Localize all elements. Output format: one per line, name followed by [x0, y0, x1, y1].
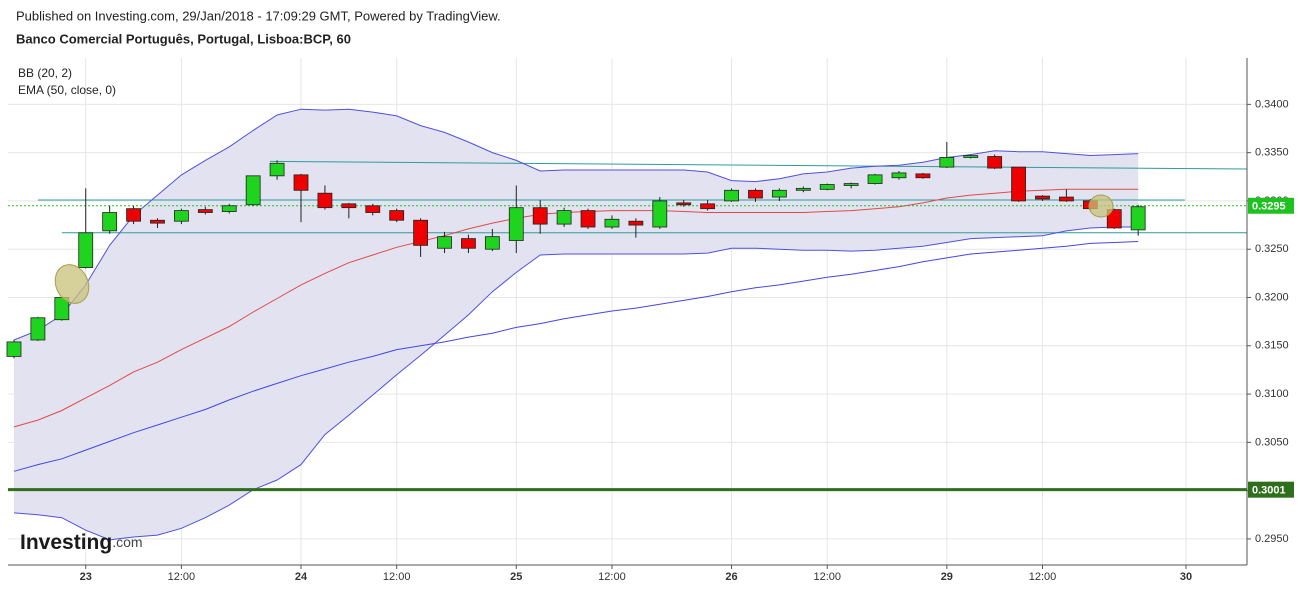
y-tick-label: 0.3100: [1255, 388, 1289, 400]
candle-body: [748, 189, 763, 199]
legend-entry: BB (20, 2): [18, 66, 72, 80]
candle-body: [30, 317, 46, 341]
y-tick-label: 0.3350: [1255, 147, 1289, 159]
candle-body: [293, 174, 309, 191]
candle-body: [484, 236, 500, 250]
y-tick-label: 0.3050: [1255, 436, 1289, 448]
bb-upper: [13, 108, 1139, 341]
watermark-name: Investing: [20, 531, 112, 554]
candle-body: [1106, 209, 1122, 229]
candle-body: [102, 212, 118, 232]
chart-title: Published on Investing.com, 29/Jan/2018 …: [16, 8, 501, 23]
annotations: [54, 194, 1114, 304]
indicators: [8, 108, 1247, 541]
axes: 0.29500.30000.30500.31000.31500.32000.32…: [8, 58, 1294, 583]
candle-body: [724, 189, 739, 202]
candle-body: [556, 210, 572, 225]
chart-subtitle: Banco Comercial Português, Portugal, Lis…: [16, 31, 351, 46]
x-tick-label: 12:00: [598, 571, 626, 583]
trend-line: [269, 160, 1247, 170]
watermark: Investing.com: [20, 531, 143, 554]
candle-body: [365, 205, 381, 213]
watermark-suffix: .com: [112, 534, 142, 550]
candle-body: [987, 156, 1003, 169]
candle-body: [891, 172, 907, 179]
x-tick-label: 24: [295, 571, 308, 583]
price-label-box: [1248, 481, 1294, 498]
candle-body: [1130, 206, 1146, 231]
candle-body: [413, 219, 429, 246]
y-tick-label: 0.2950: [1255, 533, 1289, 545]
bb-lower: [13, 226, 1139, 541]
bb-basis: [13, 188, 1139, 428]
candle-body: [676, 202, 692, 206]
candle-body: [269, 162, 285, 177]
candle-body: [461, 238, 476, 249]
candle-body: [221, 205, 237, 212]
candle-body: [389, 210, 405, 221]
bb-band-fill: [14, 109, 1139, 540]
candle-body: [245, 175, 261, 206]
x-tick-label: 12:00: [383, 571, 411, 583]
y-tick-label: 0.3150: [1255, 340, 1289, 352]
legend-entry: EMA (50, close, 0): [18, 83, 116, 97]
y-tick-label: 0.3250: [1255, 243, 1289, 255]
candle-body: [6, 341, 22, 357]
x-tick-label: 12:00: [813, 571, 841, 583]
ema-line: [13, 241, 1139, 472]
candle-body: [1035, 195, 1050, 200]
x-tick-label: 25: [510, 571, 522, 583]
y-tick-label: 0.3400: [1255, 98, 1289, 110]
candle-body: [78, 232, 94, 268]
candle-body: [437, 236, 452, 249]
x-tick-label: 26: [725, 571, 737, 583]
candle-body: [700, 203, 716, 210]
price-label-box: [1248, 197, 1294, 214]
candle-body: [843, 183, 859, 186]
candle-body: [150, 219, 165, 224]
candle-body: [317, 192, 333, 209]
candle-body: [819, 184, 835, 190]
candle-body: [604, 218, 620, 228]
candle-body: [126, 208, 141, 222]
x-tick-label: 30: [1180, 571, 1192, 583]
candle-body: [580, 210, 596, 228]
x-tick-label: 12:00: [1029, 571, 1057, 583]
price-label: 0.3001: [1252, 485, 1286, 497]
x-tick-label: 12:00: [168, 571, 196, 583]
candle-body: [341, 203, 357, 209]
candle-body: [867, 174, 883, 184]
candle-body: [197, 209, 213, 213]
candle-body: [1011, 166, 1026, 202]
candle-body: [174, 210, 189, 222]
candle-body: [652, 200, 668, 228]
y-tick-label: 0.3200: [1255, 291, 1289, 303]
highlight-ellipse: [1088, 194, 1114, 218]
candle-body: [771, 189, 787, 198]
candle-body: [1059, 196, 1074, 202]
candle-body: [963, 155, 979, 158]
x-tick-label: 23: [80, 571, 92, 583]
price-label: 0.3295: [1252, 201, 1286, 213]
highlight-ellipse: [54, 264, 90, 304]
candle-body: [915, 173, 931, 179]
candle-body: [532, 207, 548, 225]
candle-body: [508, 207, 524, 241]
candle-body: [628, 220, 644, 226]
x-tick-label: 29: [941, 571, 953, 583]
candle-body: [939, 157, 955, 168]
candle-body: [795, 187, 811, 191]
